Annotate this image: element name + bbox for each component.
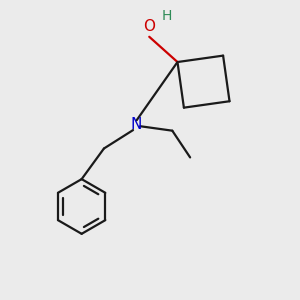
Text: H: H [162,9,172,23]
Text: N: N [131,117,142,132]
Text: O: O [143,19,155,34]
